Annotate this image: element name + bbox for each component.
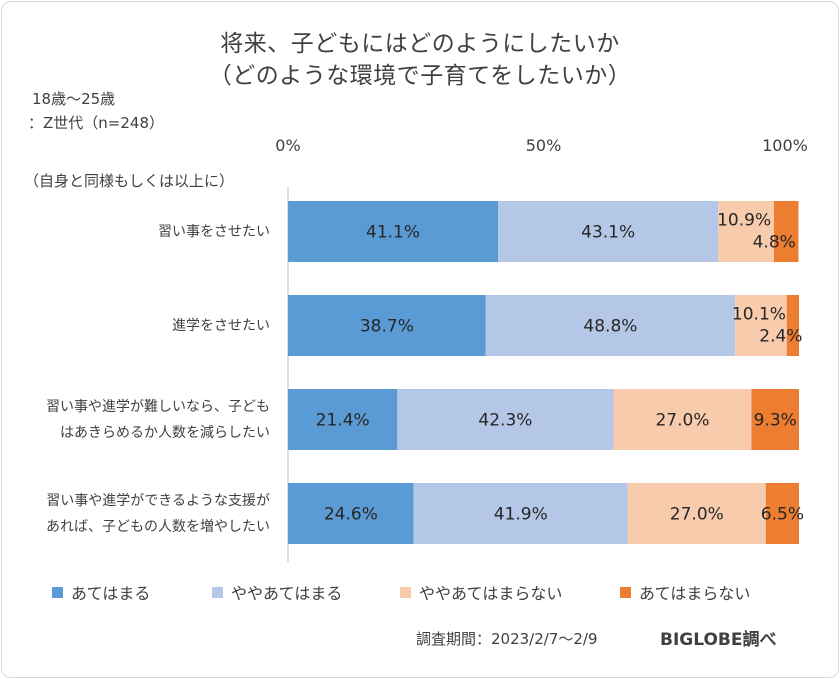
legend-swatch: [620, 586, 631, 598]
x-tick-label: 0%: [275, 136, 301, 155]
data-label: 4.8%: [753, 233, 796, 253]
data-label: 41.1%: [366, 223, 420, 243]
legend-item: ややあてはまらない: [400, 580, 562, 604]
chart-subtitle: （どのような環境で子育てをしたいか）: [208, 63, 632, 89]
brand-credit: BIGLOBE調べ: [660, 630, 777, 650]
axis-note: （自身と同様もしくは以上に）: [24, 172, 235, 190]
data-label: 2.4%: [759, 327, 802, 347]
legend-swatch: [400, 586, 411, 598]
chart-title: 将来、子どもにはどのようにしたいか: [220, 31, 620, 57]
data-label: 27.0%: [655, 411, 709, 431]
data-label: 48.8%: [583, 317, 637, 337]
data-label: 6.5%: [761, 505, 804, 525]
bar-segment: [773, 201, 799, 262]
legend-item: ややあてはまる: [212, 580, 342, 604]
bar-segment: [751, 389, 799, 450]
data-label: 42.3%: [478, 411, 532, 431]
category-label: 進学をさせたい: [172, 317, 270, 334]
legend-label: あてはまらない: [639, 584, 751, 603]
data-label: 21.4%: [316, 411, 370, 431]
bar-segment: [627, 483, 766, 544]
x-tick-label: 100%: [762, 136, 808, 155]
bar-segment: [397, 389, 614, 450]
data-label: 41.9%: [494, 505, 548, 525]
category-label: 習い事や進学ができるような支援が あれば、子どもの人数を増やしたい: [46, 492, 270, 535]
legend-label: あてはまる: [71, 584, 151, 603]
legend-swatch: [52, 586, 63, 598]
bar-segment: [485, 295, 736, 356]
bar-segment: [288, 201, 499, 262]
bar-segment: [786, 295, 799, 356]
category-label: 習い事や進学が難しいなら、子ども はあきらめるか人数を減らしたい: [46, 398, 270, 441]
bar-segment: [735, 295, 787, 356]
legend-label: ややあてはまらない: [419, 584, 563, 603]
data-label: 24.6%: [324, 505, 378, 525]
bar-segment: [765, 483, 799, 544]
legend: あてはまる ややあてはまる ややあてはまらない あてはまらない: [0, 580, 840, 604]
data-label: 27.0%: [670, 505, 724, 525]
bar-segment: [498, 201, 719, 262]
respondents-group: ：Z世代（n=248）: [28, 114, 164, 132]
survey-period: 調査期間：2023/2/7～2/9: [416, 630, 598, 648]
x-tick-label: 50%: [525, 136, 562, 155]
data-label: 38.7%: [360, 317, 414, 337]
legend-label: ややあてはまる: [231, 584, 343, 603]
legend-swatch: [212, 586, 223, 598]
legend-item: あてはまらない: [620, 580, 750, 604]
respondents-age: 18歳～25歳: [32, 90, 116, 108]
legend-item: あてはまる: [52, 580, 150, 604]
data-label: 43.1%: [581, 223, 635, 243]
data-label: 10.9%: [717, 211, 771, 231]
bar-segment: [718, 201, 774, 262]
bar-segment: [288, 483, 414, 544]
bar-segment: [288, 389, 398, 450]
bar-segment: [413, 483, 628, 544]
data-label: 10.1%: [732, 305, 786, 325]
bar-segment: [613, 389, 752, 450]
data-label: 9.3%: [754, 411, 797, 431]
category-label: 習い事をさせたい: [158, 223, 270, 240]
bar-segment: [288, 295, 486, 356]
